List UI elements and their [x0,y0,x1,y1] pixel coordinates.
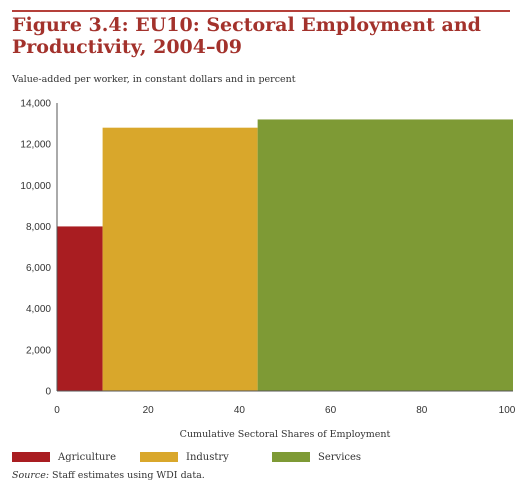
title-rule [12,10,510,12]
y-tick-label: 6,000 [26,263,51,274]
x-axis-ticks: 0 20 40 60 80 100 [54,405,516,416]
legend-item-industry: Industry [140,449,229,465]
figure-title-line-2: Productivity, 2004–09 [12,36,242,58]
x-tick-label: 80 [416,405,428,416]
x-tick-label: 100 [499,405,516,416]
legend: Agriculture Industry Services [12,449,510,465]
legend-label-industry: Industry [186,451,229,463]
figure-title: Figure 3.4: EU10: Sectoral Employment an… [12,14,510,58]
chart-area: 02,0004,0006,0008,00010,00012,00014,000 … [20,99,516,441]
figure-title-line-1: Figure 3.4: EU10: Sectoral Employment an… [12,14,481,36]
bars-group [57,119,513,391]
x-tick-label: 0 [54,405,60,416]
x-tick-label: 20 [143,405,155,416]
y-tick-label: 12,000 [20,140,51,151]
source-text: Staff estimates using WDI data. [49,470,205,481]
legend-item-services: Services [272,449,361,465]
source-note: Source: Staff estimates using WDI data. [12,470,205,481]
bar-services [257,119,513,391]
y-tick-label: 10,000 [20,181,51,192]
legend-swatch-industry [140,452,178,462]
x-tick-label: 60 [325,405,337,416]
y-tick-label: 14,000 [20,99,51,110]
y-tick-label: 4,000 [26,304,51,315]
legend-swatch-services [272,452,310,462]
x-tick-label: 40 [234,405,246,416]
legend-label-agriculture: Agriculture [58,451,116,463]
bar-industry [102,127,258,391]
y-tick-label: 0 [45,387,51,398]
bar-agriculture [57,226,103,391]
source-label: Source: [12,470,50,481]
legend-swatch-agriculture [12,452,50,462]
y-axis-ticks: 0 2,000 4,000 6,000 8,000 10,000 12,000 14,000 [20,99,51,398]
legend-label-services: Services [318,451,362,463]
y-tick-label: 2,000 [26,345,51,356]
y-tick-label: 8,000 [26,222,51,233]
chart-subtitle: Value-added per worker, in constant doll… [12,74,296,85]
legend-item-agriculture: Agriculture [12,449,116,465]
x-axis-title: Cumulative Sectoral Shares of Employment [180,429,391,440]
